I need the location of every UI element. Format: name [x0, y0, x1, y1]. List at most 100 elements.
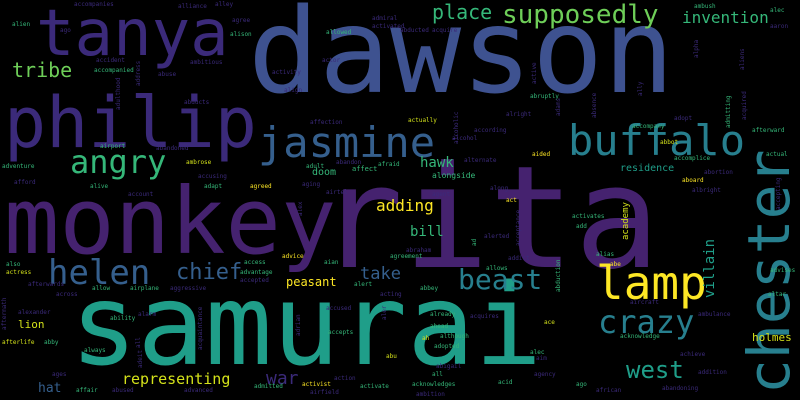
- word: aircraft: [630, 299, 659, 306]
- word: accompanies: [74, 1, 114, 8]
- word: alongside: [432, 171, 476, 180]
- word: abused: [112, 387, 134, 394]
- word: albright: [692, 187, 721, 194]
- word: affair: [76, 387, 98, 394]
- word: abu: [386, 353, 397, 360]
- word: abducts: [184, 99, 210, 106]
- word: aided: [532, 151, 551, 158]
- word: residence: [620, 163, 675, 174]
- word: alec: [530, 349, 545, 356]
- word: alex: [297, 201, 304, 216]
- word: ability: [110, 315, 136, 322]
- word: allow: [92, 285, 111, 292]
- word: always: [84, 347, 106, 354]
- word: adopted: [434, 343, 460, 350]
- word: achieve: [680, 351, 706, 358]
- word: also: [6, 261, 21, 268]
- word: advises: [770, 267, 796, 274]
- word: agency: [534, 371, 556, 378]
- word: buffalo: [568, 116, 746, 165]
- word: accusing: [198, 173, 227, 180]
- word: already: [430, 311, 456, 318]
- word: helen: [48, 253, 151, 293]
- word: afford: [14, 179, 36, 186]
- word: tribe: [12, 58, 73, 82]
- word: tanya: [36, 0, 229, 71]
- word: aftermath: [1, 297, 8, 330]
- word: active: [531, 62, 538, 84]
- word: align: [284, 87, 303, 94]
- word: angry: [70, 143, 167, 181]
- word: acid: [498, 379, 513, 386]
- word: addict: [508, 255, 530, 262]
- word: action: [334, 375, 356, 382]
- word: advantage: [240, 269, 273, 276]
- word: acting: [380, 291, 402, 298]
- word: allowed: [326, 29, 352, 36]
- word: activated: [372, 23, 405, 30]
- word: alcohol: [452, 135, 478, 142]
- word: alien: [12, 21, 31, 28]
- word: allows: [486, 265, 508, 272]
- word: access: [244, 259, 266, 266]
- word: abigail: [436, 363, 462, 370]
- word: alert: [354, 281, 373, 288]
- word: admiral: [372, 15, 398, 22]
- word: actually: [408, 117, 437, 124]
- word: abruptly: [530, 93, 559, 100]
- word: all: [432, 371, 443, 378]
- word: account: [128, 191, 154, 198]
- word: abuse: [158, 71, 177, 78]
- word: agree: [232, 17, 251, 24]
- word: lamp: [596, 256, 707, 310]
- word: accomplice: [674, 155, 711, 162]
- word: afterlife: [2, 339, 35, 346]
- word: aliens: [739, 48, 746, 70]
- word: place: [432, 0, 493, 24]
- word: ad: [471, 238, 478, 246]
- word: accused: [326, 305, 352, 312]
- word: according: [474, 127, 507, 134]
- word: take: [360, 264, 401, 284]
- word: abbey: [420, 285, 439, 292]
- word: african: [596, 387, 622, 394]
- word: dawson: [248, 0, 675, 120]
- word: airplane: [130, 285, 159, 292]
- word: abducted: [400, 27, 429, 34]
- word: agreement: [390, 253, 423, 260]
- word: abandoning: [662, 385, 699, 392]
- word: adopt: [674, 115, 693, 122]
- word: activity: [272, 69, 301, 76]
- word: ambush: [694, 3, 716, 10]
- word: abraham: [406, 247, 432, 254]
- word: affect: [352, 165, 378, 173]
- word: accompanied: [94, 67, 134, 74]
- word: alright: [506, 111, 532, 118]
- word: ahead: [430, 323, 449, 330]
- word: all: [135, 337, 142, 348]
- word: acknowledge: [620, 333, 660, 340]
- word: accident: [96, 57, 125, 64]
- word: adding: [376, 196, 434, 215]
- word: samurai: [70, 261, 543, 391]
- word: alcoholic: [453, 111, 460, 144]
- word: ambition: [416, 391, 445, 398]
- word: alternate: [464, 157, 497, 164]
- word: rita: [318, 136, 660, 301]
- word: abby: [44, 339, 59, 346]
- word: activate: [360, 383, 389, 390]
- word: airfield: [310, 389, 339, 396]
- word: afterward: [752, 127, 785, 134]
- word: aim: [536, 355, 547, 362]
- word: acknowledges: [412, 381, 456, 388]
- word: across: [56, 291, 78, 298]
- word: abduction: [555, 259, 562, 292]
- word: abandoned: [156, 145, 189, 152]
- word: adulthood: [115, 77, 122, 110]
- word: alliance: [178, 3, 207, 10]
- word: ambitious: [190, 59, 223, 66]
- word: aian: [324, 259, 339, 266]
- word: admitting: [725, 95, 732, 128]
- word: ambrose: [186, 159, 212, 166]
- word: ally: [637, 81, 644, 96]
